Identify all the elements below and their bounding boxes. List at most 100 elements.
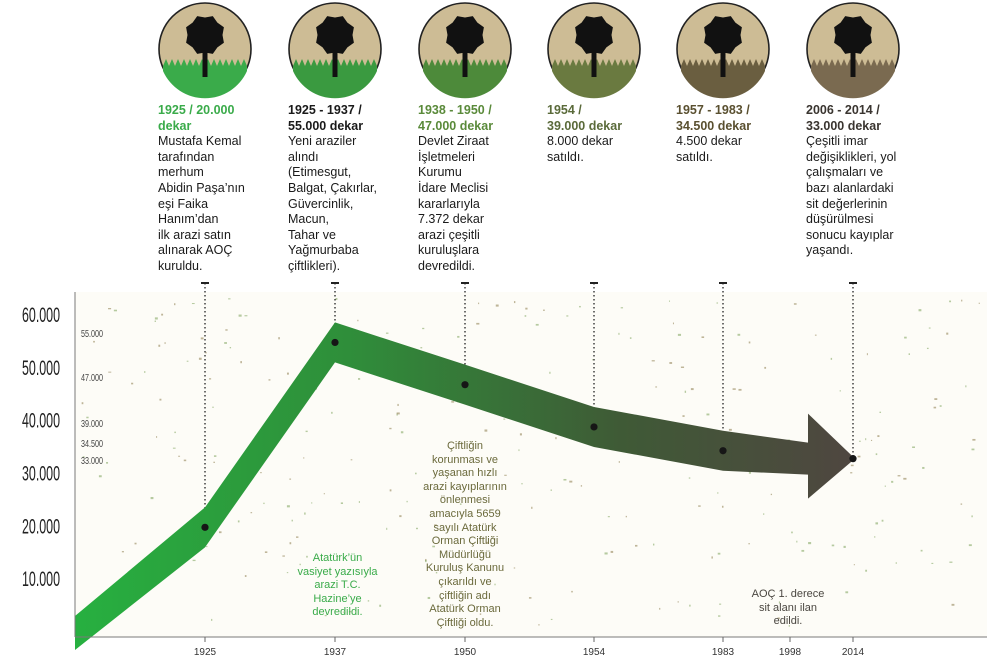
speckle bbox=[934, 407, 937, 409]
milestone-title: 1938 - 1950 / 47.000 dekar bbox=[418, 103, 544, 134]
speckle bbox=[93, 341, 95, 343]
tree-badge bbox=[419, 3, 511, 98]
speckle bbox=[618, 333, 619, 335]
speckle bbox=[669, 362, 672, 364]
speckle bbox=[912, 446, 915, 448]
speckle bbox=[581, 485, 582, 486]
speckle bbox=[946, 333, 948, 335]
x-tick-label: 1925 bbox=[194, 647, 217, 658]
speckle bbox=[904, 337, 907, 339]
speckle bbox=[808, 542, 811, 544]
speckle bbox=[165, 342, 166, 344]
data-point bbox=[849, 455, 856, 462]
speckle bbox=[655, 386, 657, 387]
speckle bbox=[845, 591, 848, 593]
speckle bbox=[815, 335, 817, 336]
speckle bbox=[689, 605, 690, 607]
speckle bbox=[969, 544, 972, 546]
speckle bbox=[173, 448, 176, 449]
speckle bbox=[290, 542, 292, 544]
speckle bbox=[738, 389, 741, 391]
milestone-header: 1925 / 20.000 dekar Mustafa Kemal tarafın… bbox=[158, 103, 284, 275]
speckle bbox=[155, 321, 156, 322]
speckle bbox=[538, 624, 539, 626]
speckle bbox=[949, 301, 951, 303]
speckle bbox=[698, 505, 700, 506]
speckle bbox=[879, 412, 881, 413]
chart-note: AOÇ 1. derece sit alanı ilan edildi. bbox=[738, 588, 838, 629]
speckle bbox=[287, 572, 288, 573]
speckle bbox=[199, 358, 202, 360]
speckle bbox=[691, 388, 694, 390]
speckle bbox=[931, 563, 933, 564]
speckle bbox=[566, 315, 568, 316]
data-point bbox=[461, 381, 468, 388]
speckle bbox=[718, 615, 720, 616]
milestone-title: 1925 / 20.000 dekar bbox=[158, 103, 284, 134]
speckle bbox=[407, 501, 408, 502]
speckle bbox=[791, 532, 793, 534]
speckle bbox=[192, 303, 195, 304]
speckle bbox=[265, 551, 267, 553]
speckle bbox=[877, 435, 879, 437]
speckle bbox=[287, 505, 290, 507]
speckle bbox=[213, 462, 215, 463]
milestone-description: Çeşitli imar değişiklikleri, yol çalışma… bbox=[806, 134, 932, 259]
speckle bbox=[898, 475, 901, 476]
speckle bbox=[122, 551, 124, 552]
speckle bbox=[82, 402, 84, 404]
speckle bbox=[401, 431, 403, 433]
speckle bbox=[611, 551, 614, 553]
speckle bbox=[496, 305, 499, 307]
speckle bbox=[155, 317, 158, 319]
speckle bbox=[919, 309, 922, 311]
speckle bbox=[178, 456, 180, 457]
speckle bbox=[569, 481, 572, 483]
speckle bbox=[733, 388, 736, 390]
x-axis-ticks: 1925 1937 1950 1954 1983 1998 2014 bbox=[194, 637, 865, 658]
speckle bbox=[858, 456, 861, 458]
milestone-title: 2006 - 2014 / 33.000 dekar bbox=[806, 103, 932, 134]
speckle bbox=[961, 503, 963, 504]
chart-note: Atatürk’ün vasiyet yazısıyla arazi T.C. … bbox=[290, 552, 385, 620]
speckle bbox=[549, 372, 550, 374]
speckle bbox=[228, 298, 230, 299]
speckle bbox=[875, 522, 878, 524]
speckle bbox=[225, 329, 227, 330]
speckle bbox=[653, 544, 654, 546]
value-label: 55.000 bbox=[81, 329, 103, 340]
speckle bbox=[685, 391, 686, 393]
speckle bbox=[682, 415, 684, 417]
speckle bbox=[193, 560, 196, 561]
speckle bbox=[678, 601, 679, 602]
speckle bbox=[303, 457, 304, 458]
speckle bbox=[972, 449, 975, 451]
speckle bbox=[251, 512, 253, 513]
speckle bbox=[718, 553, 721, 555]
speckle bbox=[871, 440, 872, 441]
value-label: 39.000 bbox=[81, 419, 103, 430]
speckle bbox=[131, 383, 133, 385]
speckle bbox=[630, 337, 632, 339]
x-tick-label: 1983 bbox=[712, 647, 735, 658]
speckle bbox=[159, 399, 161, 401]
speckle bbox=[571, 591, 573, 593]
milestone-description: 4.500 dekar satıldı. bbox=[676, 134, 802, 165]
y-tick-label: 10.000 bbox=[22, 568, 60, 591]
speckle bbox=[304, 512, 305, 514]
speckle bbox=[543, 310, 545, 311]
speckle bbox=[689, 477, 691, 478]
speckle bbox=[555, 437, 556, 439]
x-tick-label: 1954 bbox=[583, 647, 606, 658]
speckle bbox=[214, 455, 216, 457]
speckle bbox=[972, 439, 975, 441]
speckle bbox=[201, 337, 204, 339]
data-point bbox=[201, 524, 208, 531]
speckle bbox=[244, 315, 247, 316]
speckle bbox=[794, 303, 797, 304]
speckle bbox=[844, 546, 846, 548]
speckle bbox=[608, 516, 610, 517]
speckle bbox=[867, 353, 868, 355]
speckle bbox=[292, 520, 293, 522]
speckle bbox=[619, 461, 620, 463]
